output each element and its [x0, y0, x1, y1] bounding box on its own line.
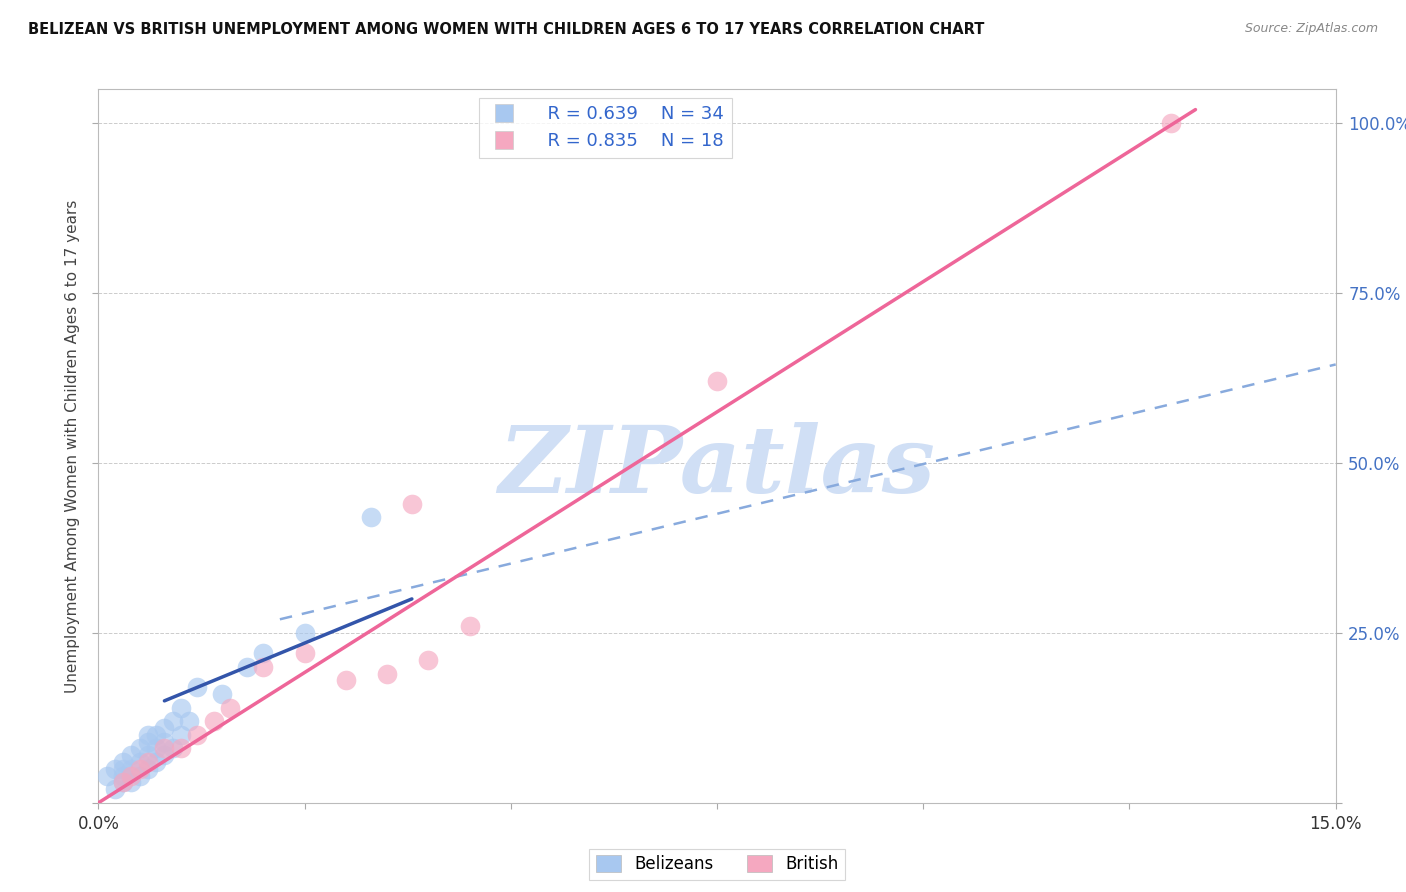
Point	[170, 700, 193, 714]
Point	[153, 721, 176, 735]
Point	[120, 748, 142, 763]
Point	[112, 755, 135, 769]
Point	[179, 714, 201, 729]
Text: BELIZEAN VS BRITISH UNEMPLOYMENT AMONG WOMEN WITH CHILDREN AGES 6 TO 17 YEARS CO: BELIZEAN VS BRITISH UNEMPLOYMENT AMONG W…	[28, 22, 984, 37]
Point	[104, 782, 127, 797]
Point	[236, 660, 259, 674]
Point	[706, 375, 728, 389]
Point	[128, 769, 150, 783]
Point	[153, 748, 176, 763]
Point	[112, 775, 135, 789]
Point	[162, 714, 184, 729]
Point	[128, 755, 150, 769]
Point	[153, 734, 176, 748]
Point	[136, 762, 159, 776]
Point	[252, 646, 274, 660]
Y-axis label: Unemployment Among Women with Children Ages 6 to 17 years: Unemployment Among Women with Children A…	[65, 199, 80, 693]
Point	[120, 762, 142, 776]
Point	[162, 741, 184, 756]
Point	[96, 769, 118, 783]
Point	[128, 762, 150, 776]
Point	[401, 497, 423, 511]
Point	[219, 700, 242, 714]
Point	[186, 728, 208, 742]
Legend: Belizeans, British: Belizeans, British	[589, 848, 845, 880]
Point	[418, 653, 440, 667]
Text: ZIPatlas: ZIPatlas	[499, 423, 935, 512]
Point	[335, 673, 357, 688]
Point	[202, 714, 225, 729]
Point	[294, 626, 316, 640]
Point	[145, 728, 167, 742]
Point	[136, 755, 159, 769]
Point	[170, 741, 193, 756]
Point	[136, 728, 159, 742]
Point	[112, 769, 135, 783]
Point	[252, 660, 274, 674]
Point	[112, 762, 135, 776]
Point	[153, 741, 176, 756]
Point	[145, 755, 167, 769]
Point	[112, 775, 135, 789]
Point	[294, 646, 316, 660]
Point	[375, 666, 398, 681]
Point	[145, 741, 167, 756]
Point	[458, 619, 481, 633]
Point	[120, 769, 142, 783]
Point	[170, 728, 193, 742]
Point	[211, 687, 233, 701]
Text: Source: ZipAtlas.com: Source: ZipAtlas.com	[1244, 22, 1378, 36]
Point	[128, 741, 150, 756]
Point	[136, 748, 159, 763]
Point	[104, 762, 127, 776]
Point	[360, 510, 382, 524]
Point	[1160, 116, 1182, 130]
Point	[136, 734, 159, 748]
Point	[120, 775, 142, 789]
Point	[186, 680, 208, 694]
